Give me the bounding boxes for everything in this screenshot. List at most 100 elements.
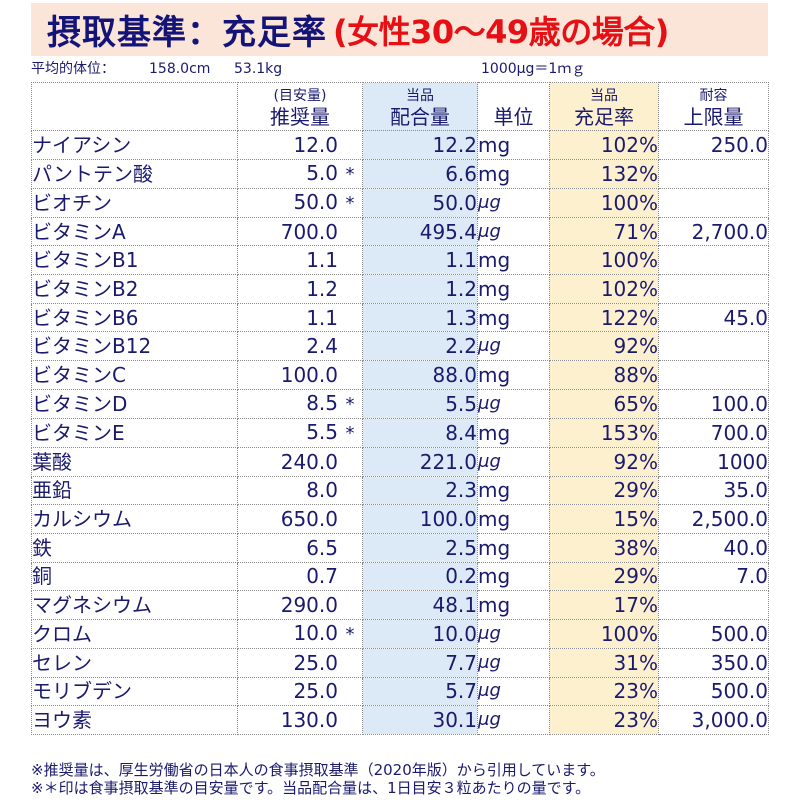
unit: μg <box>477 676 550 707</box>
unit: mg <box>477 360 550 390</box>
sufficiency-rate: 102% <box>549 274 659 304</box>
nutrient-name: ビタミンB12 <box>31 331 238 362</box>
table-row: ビタミンB12 2.4 2.2 μg 92% <box>31 331 769 362</box>
nutrient-table: (目安量) 推奨量 当品 配合量 単位 当品 充足率 耐容 上限量 ナイアシン 1… <box>31 82 769 735</box>
product-amount: 5.5 <box>362 388 478 419</box>
asterisk-mark: * <box>345 422 355 444</box>
sufficiency-rate: 100% <box>549 245 659 276</box>
unit: mg <box>477 504 550 534</box>
nutrient-name: ヨウ素 <box>31 705 238 735</box>
product-amount: 7.7 <box>362 647 478 678</box>
unit: mg <box>477 532 550 563</box>
nutrient-name: ビタミンB2 <box>31 274 238 304</box>
recommended-value: 5.0 * <box>237 158 363 189</box>
unit: mg <box>477 302 550 333</box>
table-row: ビタミンB2 1.2 1.2 mg 102% <box>31 274 769 304</box>
upper-limit <box>658 187 769 218</box>
nutrient-name: ビオチン <box>31 187 238 218</box>
upper-limit <box>658 245 769 276</box>
unit: μg <box>477 618 550 649</box>
sufficiency-rate: 65% <box>549 388 659 419</box>
product-amount: 88.0 <box>362 360 478 390</box>
recommended-value: 12.0 <box>237 130 363 160</box>
table-row: ビタミンE 5.5 * 8.4 mg 153% 700.0 <box>31 417 769 448</box>
product-amount: 221.0 <box>362 446 478 477</box>
recommended-value: 6.5 <box>237 532 363 563</box>
recommended-value: 1.1 <box>237 245 363 276</box>
nutrient-name: 葉酸 <box>31 446 238 477</box>
product-amount: 50.0 <box>362 187 478 218</box>
sufficiency-rate: 29% <box>549 475 659 506</box>
table-row: モリブデン 25.0 5.7 μg 23% 500.0 <box>31 676 769 707</box>
sufficiency-rate: 88% <box>549 360 659 390</box>
page-subtitle: (女性30〜49歳の場合) <box>333 12 669 51</box>
body-weight: 53.1kg <box>234 61 283 77</box>
nutrient-name: 銅 <box>31 561 238 592</box>
upper-limit: 2,700.0 <box>658 216 769 247</box>
table-row: クロム 10.0 * 10.0 μg 100% 500.0 <box>31 618 769 649</box>
upper-limit: 35.0 <box>658 475 769 506</box>
product-amount: 100.0 <box>362 504 478 534</box>
table-row: マグネシウム 290.0 48.1 mg 17% <box>31 590 769 620</box>
recommended-value: 5.5 * <box>237 417 363 448</box>
recommended-value: 0.7 <box>237 561 363 592</box>
upper-limit: 250.0 <box>658 130 769 160</box>
nutrient-name: ビタミンB6 <box>31 302 238 333</box>
upper-limit: 45.0 <box>658 302 769 333</box>
nutrient-name: 亜鉛 <box>31 475 238 506</box>
product-amount: 30.1 <box>362 705 478 735</box>
unit: μg <box>477 187 550 218</box>
sufficiency-rate: 38% <box>549 532 659 563</box>
sufficiency-rate: 132% <box>549 158 659 189</box>
nutrient-name: モリブデン <box>31 676 238 707</box>
header-product-amount: 当品 配合量 <box>362 82 478 131</box>
upper-limit: 1000 <box>658 446 769 477</box>
recommended-value: 700.0 <box>237 216 363 247</box>
product-amount: 2.5 <box>362 532 478 563</box>
nutrient-name: パントテン酸 <box>31 158 238 189</box>
unit: μg <box>477 705 550 735</box>
upper-limit: 700.0 <box>658 417 769 448</box>
body-info: 平均的体位： 158.0cm 53.1kg 1000μg＝1ｍｇ <box>31 57 768 82</box>
sufficiency-rate: 153% <box>549 417 659 448</box>
table-row: カルシウム 650.0 100.0 mg 15% 2,500.0 <box>31 504 769 534</box>
recommended-value: 50.0 * <box>237 187 363 218</box>
product-amount: 6.6 <box>362 158 478 189</box>
unit: μg <box>477 331 550 362</box>
unit: mg <box>477 561 550 592</box>
header-recommended: (目安量) 推奨量 <box>237 82 363 131</box>
header-nutrient <box>31 82 238 131</box>
product-amount: 8.4 <box>362 417 478 448</box>
recommended-value: 8.0 <box>237 475 363 506</box>
table-row: セレン 25.0 7.7 μg 31% 350.0 <box>31 647 769 678</box>
recommended-value: 290.0 <box>237 590 363 620</box>
sufficiency-rate: 71% <box>549 216 659 247</box>
recommended-value: 100.0 <box>237 360 363 390</box>
unit: mg <box>477 245 550 276</box>
footnote-1: ※推奨量は、厚生労働省の日本人の食事摂取基準（2020年版）から引用しています。 <box>31 761 605 779</box>
product-amount: 10.0 <box>362 618 478 649</box>
table-row: ビタミンA 700.0 495.4 μg 71% 2,700.0 <box>31 216 769 247</box>
upper-limit: 500.0 <box>658 676 769 707</box>
recommended-value: 8.5 * <box>237 388 363 419</box>
product-amount: 0.2 <box>362 561 478 592</box>
upper-limit: 40.0 <box>658 532 769 563</box>
nutrient-name: ビタミンD <box>31 388 238 419</box>
header-upper-limit: 耐容 上限量 <box>658 82 769 131</box>
upper-limit <box>658 274 769 304</box>
upper-limit: 7.0 <box>658 561 769 592</box>
recommended-value: 240.0 <box>237 446 363 477</box>
product-amount: 1.3 <box>362 302 478 333</box>
upper-limit: 500.0 <box>658 618 769 649</box>
upper-limit <box>658 331 769 362</box>
unit: μg <box>477 647 550 678</box>
sufficiency-rate: 100% <box>549 187 659 218</box>
recommended-value: 2.4 <box>237 331 363 362</box>
asterisk-mark: * <box>345 623 355 645</box>
product-amount: 1.1 <box>362 245 478 276</box>
table-header-row: (目安量) 推奨量 当品 配合量 単位 当品 充足率 耐容 上限量 <box>31 82 769 131</box>
header-unit: 単位 <box>477 82 550 131</box>
unit: mg <box>477 130 550 160</box>
nutrient-name: セレン <box>31 647 238 678</box>
nutrient-name: ナイアシン <box>31 130 238 160</box>
